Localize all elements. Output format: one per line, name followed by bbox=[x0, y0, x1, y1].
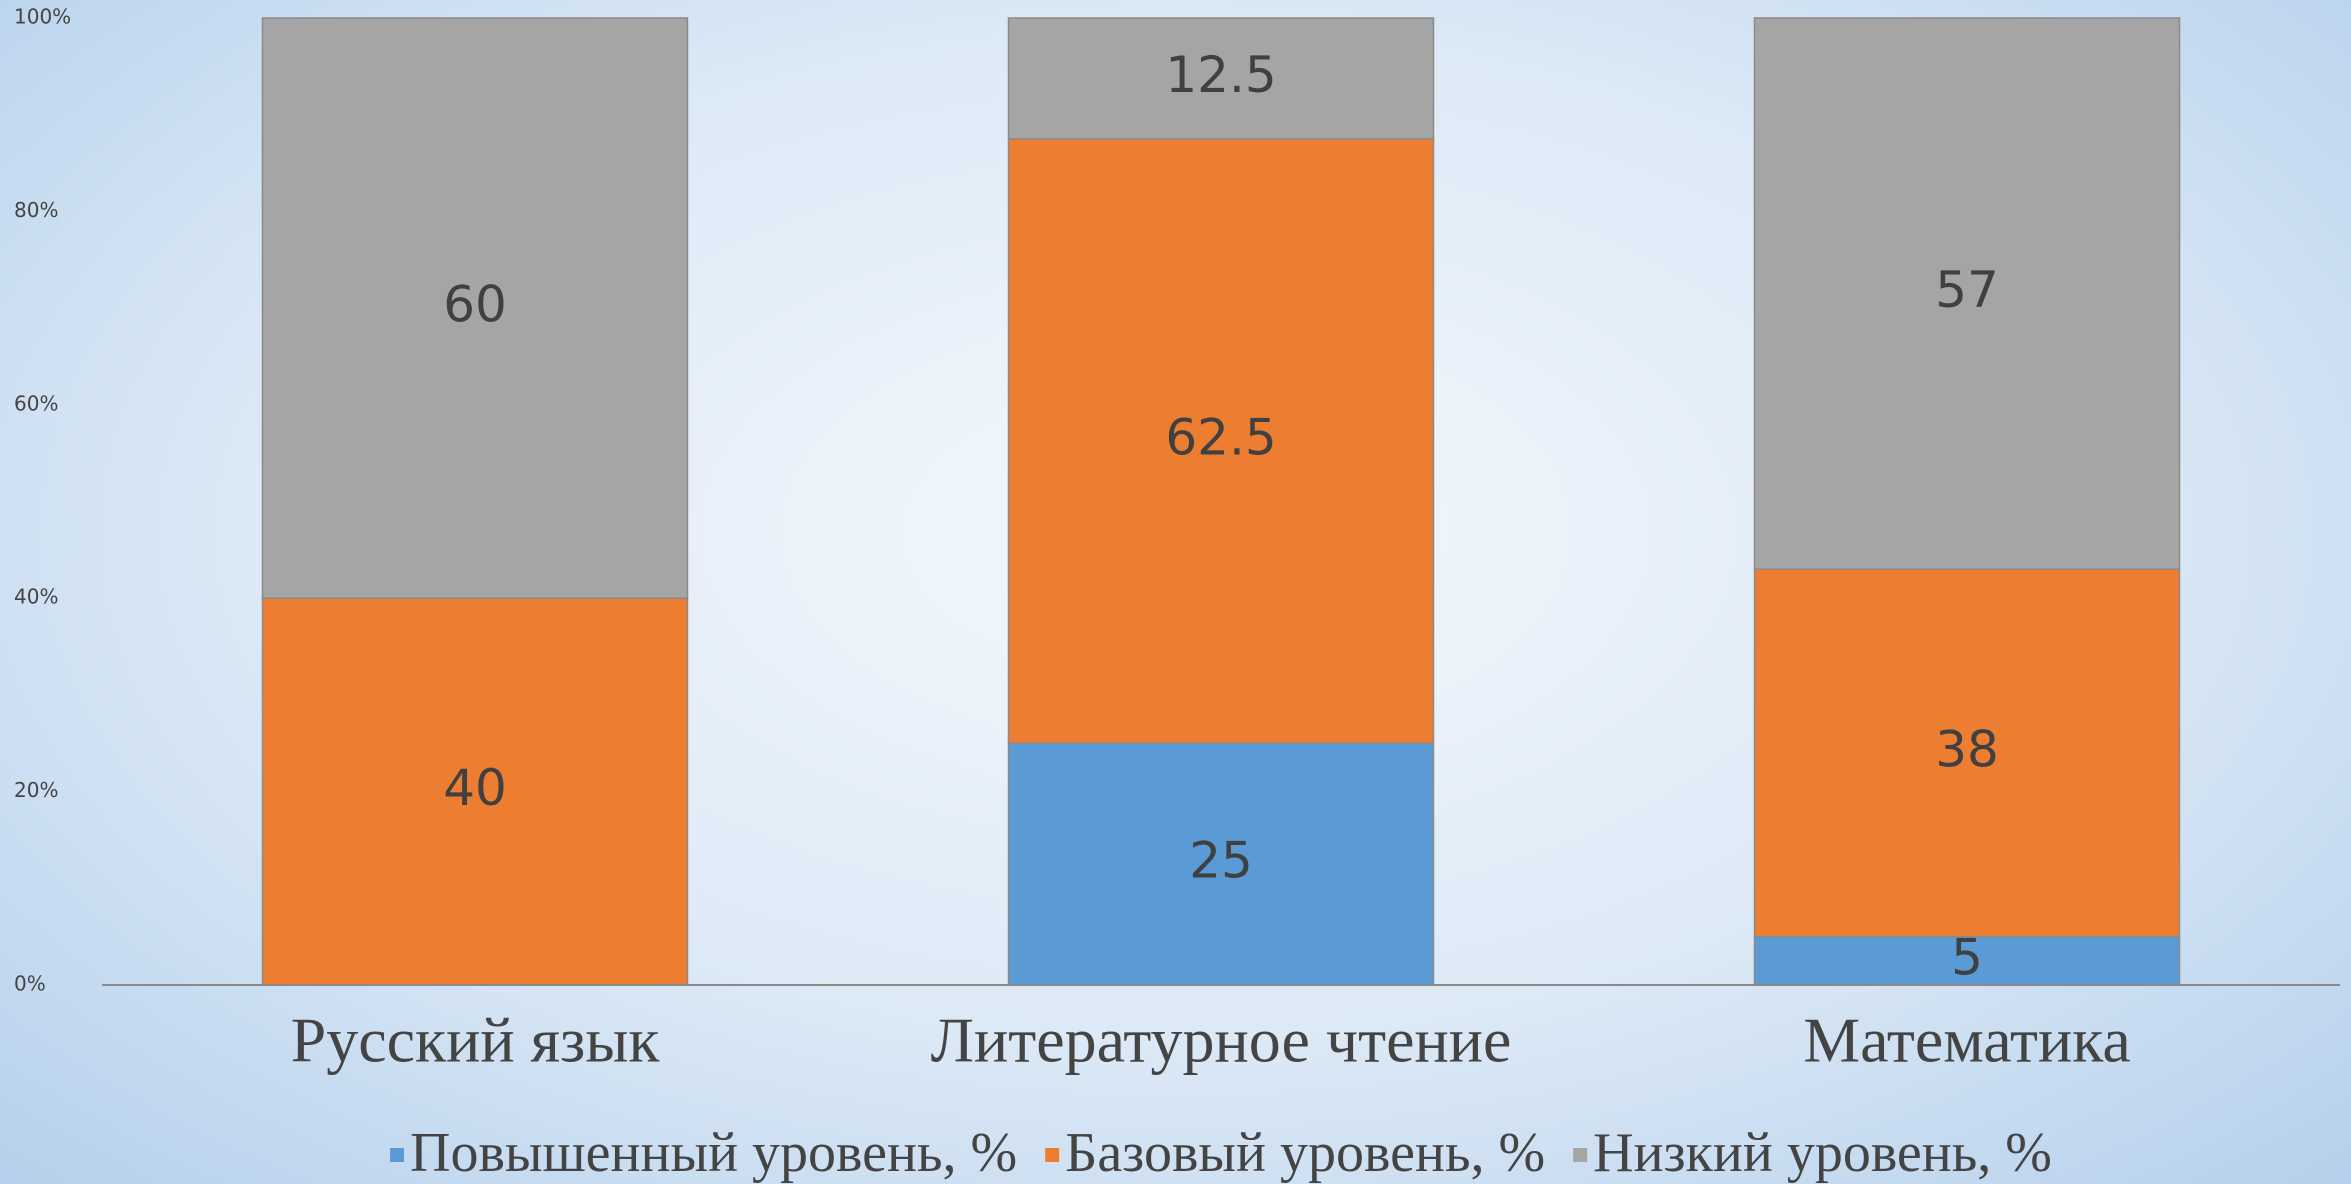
x-tick-label: Русский язык bbox=[291, 1005, 661, 1076]
x-tick-label: Математика bbox=[1803, 1005, 2131, 1076]
legend-label: Низкий уровень, % bbox=[1593, 1122, 2052, 1184]
data-label: 57 bbox=[1935, 261, 1999, 319]
y-tick-label: 20% bbox=[14, 778, 58, 802]
data-label: 5 bbox=[1951, 928, 1983, 986]
y-tick-label: 40% bbox=[14, 585, 58, 609]
bar-segment bbox=[261, 597, 689, 986]
data-label: 38 bbox=[1935, 720, 1999, 778]
legend-marker bbox=[1045, 1148, 1060, 1162]
legend-label: Повышенный уровень, % bbox=[410, 1122, 1017, 1184]
bar-segment bbox=[1753, 17, 2181, 570]
bar-segment bbox=[1007, 17, 1435, 140]
y-tick-label: 100% bbox=[14, 5, 71, 29]
data-label: 62.5 bbox=[1165, 409, 1276, 467]
data-label: 12.5 bbox=[1165, 46, 1276, 104]
legend-label: Базовый уровень, % bbox=[1065, 1122, 1545, 1184]
bar-segment bbox=[1753, 935, 2181, 986]
bar-segment bbox=[1753, 568, 2181, 938]
x-tick-label: Литературное чтение bbox=[931, 1005, 1512, 1076]
y-tick-label: 60% bbox=[14, 391, 58, 415]
y-tick-label: 80% bbox=[14, 198, 58, 222]
bar-segment bbox=[261, 17, 689, 599]
data-label: 25 bbox=[1189, 832, 1253, 890]
data-label: 40 bbox=[443, 759, 507, 817]
y-tick-label: 0% bbox=[14, 972, 46, 996]
legend-marker bbox=[1573, 1148, 1588, 1162]
bar-segment bbox=[1007, 138, 1435, 744]
legend-marker bbox=[390, 1148, 405, 1162]
data-label: 60 bbox=[443, 276, 507, 334]
